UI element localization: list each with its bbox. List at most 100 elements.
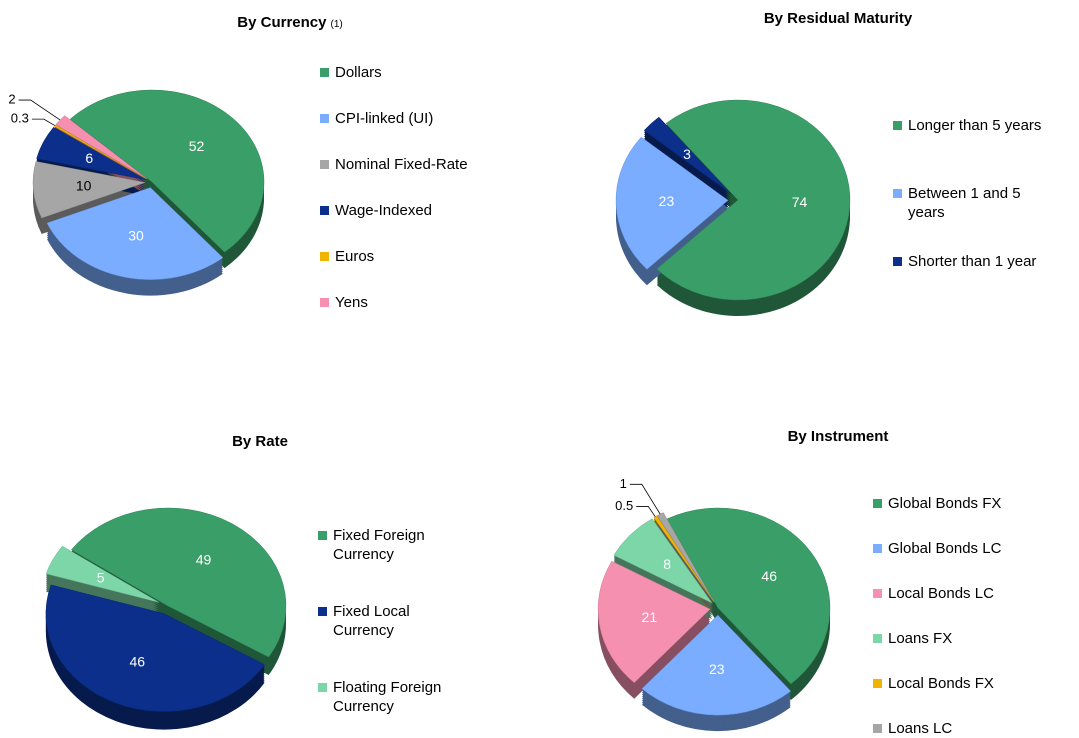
legend-item: Shorter than 1 year bbox=[893, 252, 1036, 271]
slice bbox=[656, 99, 851, 301]
legend-item: Euros bbox=[320, 247, 374, 266]
slice bbox=[45, 584, 265, 712]
data-label: 30 bbox=[128, 228, 144, 244]
pie: 46 23 21 8 0.5 1 bbox=[597, 476, 831, 732]
legend-swatch bbox=[318, 531, 327, 540]
legend-label: Nominal Fixed-Rate bbox=[335, 156, 468, 173]
legend-item: Floating Foreign Currency bbox=[318, 678, 458, 716]
slice bbox=[55, 115, 147, 179]
legend-item: Dollars bbox=[320, 63, 382, 82]
legend-label: Fixed Foreign Currency bbox=[333, 527, 425, 563]
legend-swatch bbox=[893, 189, 902, 198]
legend-label: CPI-linked (UI) bbox=[335, 110, 434, 127]
chart-title-text: By Residual Maturity bbox=[763, 10, 913, 27]
chart-title-text: By Rate bbox=[232, 433, 288, 450]
slice bbox=[32, 161, 146, 219]
data-label: 52 bbox=[189, 138, 205, 154]
data-label: 2 bbox=[8, 92, 15, 107]
chart-title-text: By Instrument bbox=[787, 428, 889, 445]
legend-swatch bbox=[873, 589, 882, 598]
data-label: 10 bbox=[76, 177, 92, 193]
legend-item: Loans FX bbox=[873, 629, 952, 648]
legend-label: Global Bonds LC bbox=[888, 540, 1002, 557]
leader-line bbox=[31, 118, 56, 126]
legend-label: Local Bonds FX bbox=[888, 675, 994, 692]
data-label: 49 bbox=[196, 552, 212, 568]
data-label: 3 bbox=[683, 146, 691, 162]
slice bbox=[653, 515, 715, 603]
data-label: 5 bbox=[97, 569, 105, 585]
data-label: 1 bbox=[620, 476, 627, 491]
slice bbox=[69, 89, 265, 253]
pie: 52 30 10 6 0.3 2 bbox=[8, 89, 265, 296]
chart-title: By Currency (1) bbox=[237, 14, 342, 31]
legend-swatch bbox=[893, 257, 902, 266]
legend-item: Global Bonds LC bbox=[873, 539, 1001, 558]
data-label: 21 bbox=[642, 609, 658, 625]
data-label: 46 bbox=[130, 653, 146, 669]
legend-item: CPI-linked (UI) bbox=[320, 109, 433, 128]
legend-label: Between 1 and 5 years bbox=[908, 185, 1021, 221]
legend-item: Fixed Foreign Currency bbox=[318, 526, 458, 564]
legend-label: Euros bbox=[335, 248, 375, 265]
legend-swatch bbox=[873, 499, 882, 508]
slice bbox=[656, 512, 715, 602]
leader-line bbox=[629, 483, 661, 515]
slice bbox=[45, 545, 160, 603]
slice bbox=[641, 614, 792, 716]
data-label: 23 bbox=[659, 193, 675, 209]
data-label: 46 bbox=[761, 568, 777, 584]
slice bbox=[666, 507, 831, 685]
legend-swatch bbox=[873, 679, 882, 688]
data-label: 74 bbox=[792, 194, 808, 210]
data-label: 0.3 bbox=[11, 111, 29, 126]
legend-swatch bbox=[320, 206, 329, 215]
chart-title: By Rate bbox=[232, 433, 288, 450]
slice bbox=[46, 187, 224, 280]
slice bbox=[643, 116, 732, 194]
legend-label: Local Bonds LC bbox=[888, 585, 994, 602]
legend-swatch bbox=[873, 724, 882, 733]
data-label: 8 bbox=[663, 556, 671, 572]
legend-label: Floating Foreign Currency bbox=[333, 679, 442, 715]
legend-swatch bbox=[320, 252, 329, 261]
chart-title-note: (1) bbox=[330, 19, 343, 30]
legend-item: Local Bonds FX bbox=[873, 674, 994, 693]
chart-title: By Instrument bbox=[788, 428, 889, 445]
legend-item: Local Bonds LC bbox=[873, 584, 994, 603]
legend-swatch bbox=[318, 683, 327, 692]
legend-item: Fixed Local Currency bbox=[318, 602, 458, 640]
slice bbox=[615, 136, 729, 270]
legend-swatch bbox=[320, 114, 329, 123]
legend-item: Yens bbox=[320, 293, 368, 312]
chart-title-text: By Currency bbox=[237, 14, 327, 31]
legend-label: Global Bonds FX bbox=[888, 495, 1002, 512]
legend-swatch bbox=[320, 160, 329, 169]
pie: 74 23 3 bbox=[615, 99, 851, 316]
legend-label: Loans LC bbox=[888, 720, 953, 737]
legend-label: Yens bbox=[335, 294, 368, 311]
legend-swatch bbox=[893, 121, 902, 130]
slice bbox=[36, 126, 146, 180]
legend-item: Nominal Fixed-Rate bbox=[320, 155, 468, 174]
leader-line bbox=[636, 506, 656, 517]
slice bbox=[53, 124, 147, 179]
legend-swatch bbox=[320, 298, 329, 307]
legend-label: Longer than 5 years bbox=[908, 117, 1042, 134]
chart-title: By Residual Maturity bbox=[764, 10, 912, 27]
legend-item: Longer than 5 years bbox=[893, 116, 1041, 135]
slice bbox=[597, 560, 711, 684]
legend-item: Between 1 and 5 years bbox=[893, 184, 1058, 222]
legend-item: Loans LC bbox=[873, 719, 952, 738]
legend-item: Wage-Indexed bbox=[320, 201, 432, 220]
legend-swatch bbox=[873, 634, 882, 643]
legend-swatch bbox=[320, 68, 329, 77]
legend-label: Wage-Indexed bbox=[335, 202, 433, 219]
data-label: 0.5 bbox=[615, 498, 633, 513]
data-label: 23 bbox=[709, 661, 725, 677]
legend-swatch bbox=[873, 544, 882, 553]
legend-label: Loans FX bbox=[888, 630, 953, 647]
pie: 49 46 5 bbox=[45, 507, 287, 730]
